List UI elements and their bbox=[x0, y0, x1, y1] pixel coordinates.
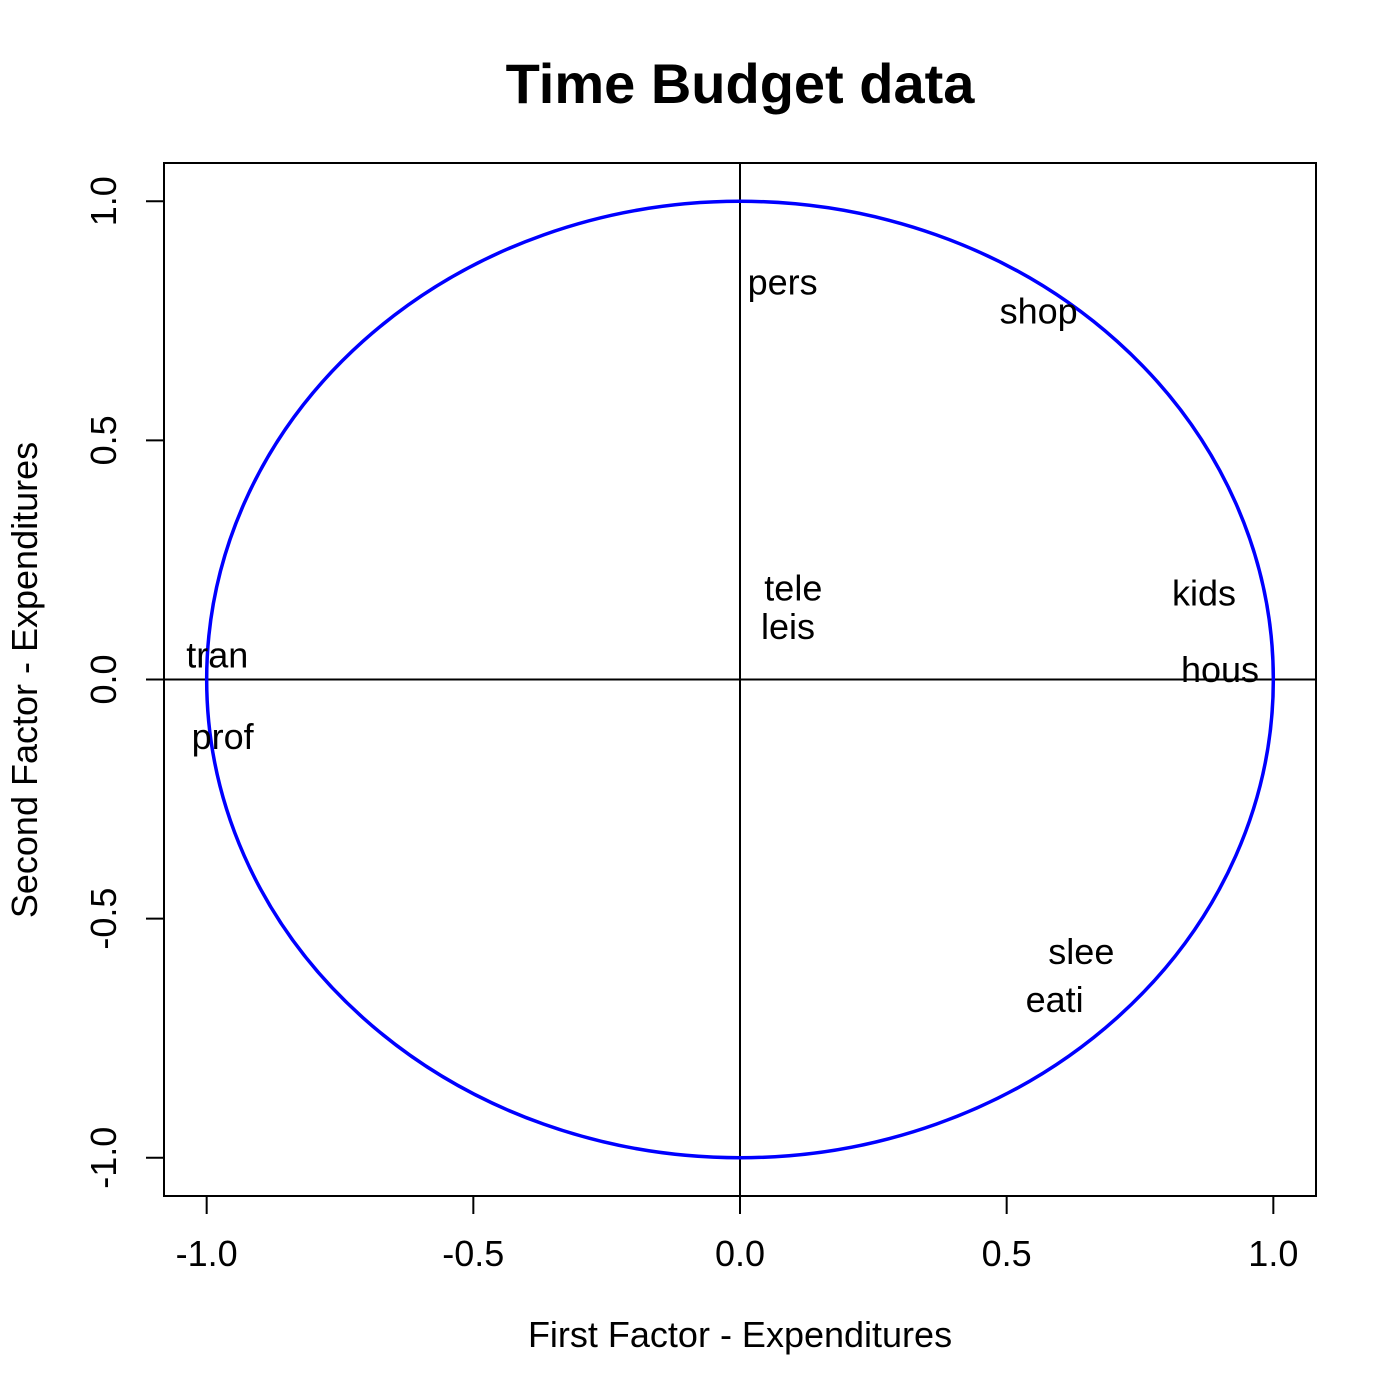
x-tick-label: -1.0 bbox=[176, 1233, 238, 1274]
y-axis: -1.0 -0.5 0.0 0.5 1.0 bbox=[83, 176, 164, 1189]
point-label-tran: tran bbox=[186, 635, 248, 676]
unit-circle-layer bbox=[204, 199, 1276, 1160]
point-label-tele: tele bbox=[764, 568, 822, 609]
y-tick-label: 0.0 bbox=[83, 654, 124, 704]
x-tick-label: 1.0 bbox=[1248, 1233, 1298, 1274]
unit-circle bbox=[204, 199, 1276, 1160]
y-tick-label: -1.0 bbox=[83, 1127, 124, 1189]
y-tick-label: -0.5 bbox=[83, 888, 124, 950]
x-tick-label: 0.5 bbox=[982, 1233, 1032, 1274]
point-label-eati: eati bbox=[1026, 979, 1084, 1020]
y-tick-label: 1.0 bbox=[83, 176, 124, 226]
point-label-pers: pers bbox=[748, 262, 818, 303]
x-axis: -1.0 -0.5 0.0 0.5 1.0 bbox=[176, 1196, 1298, 1274]
point-label-prof: prof bbox=[192, 716, 255, 757]
point-label-leis: leis bbox=[761, 606, 815, 647]
point-label-kids: kids bbox=[1172, 572, 1236, 613]
reference-lines bbox=[164, 163, 1316, 1196]
x-tick-label: 0.0 bbox=[715, 1233, 765, 1274]
chart-title: Time Budget data bbox=[506, 52, 976, 115]
y-axis-title: Second Factor - Expenditures bbox=[4, 442, 45, 918]
point-label-hous: hous bbox=[1181, 649, 1259, 690]
y-tick-label: 0.5 bbox=[83, 415, 124, 465]
point-label-slee: slee bbox=[1048, 931, 1114, 972]
x-tick-label: -0.5 bbox=[442, 1233, 504, 1274]
x-axis-title: First Factor - Expenditures bbox=[528, 1314, 952, 1355]
point-label-shop: shop bbox=[1000, 290, 1078, 331]
